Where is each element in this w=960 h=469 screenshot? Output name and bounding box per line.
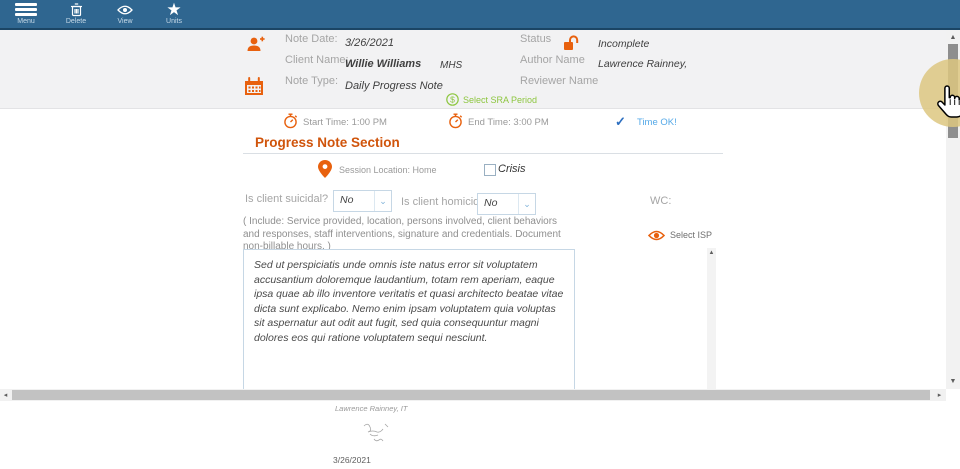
hand-cursor-icon [936,84,960,131]
scroll-right-icon[interactable]: ▸ [937,392,942,399]
signature-date: 3/26/2021 [333,455,371,465]
suicidal-select[interactable]: No ⌄ [333,190,392,212]
scroll-left-icon[interactable]: ◂ [3,392,8,399]
location-pin-icon[interactable] [318,160,332,183]
add-person-icon[interactable] [246,36,265,58]
select-sra-period-link[interactable]: Select SRA Period [463,95,538,105]
delete-label: Delete [65,18,87,25]
view-button[interactable]: View [101,2,149,28]
unlock-icon [562,34,580,57]
wc-label: WC: [650,195,672,207]
horizontal-scrollbar-thumb[interactable] [12,390,930,400]
note-instructions: ( Include: Service provided, location, p… [243,216,561,252]
chevron-down-icon: ⌄ [518,194,535,214]
author-name-label: Author Name [520,54,585,66]
scroll-down-icon[interactable]: ▼ [949,378,957,385]
menu-button[interactable]: Menu [2,2,50,28]
note-header-panel [0,30,946,109]
note-date-value[interactable]: 3/26/2021 [345,37,394,49]
section-heading-rule: Progress Note Section [243,134,723,154]
star-icon: ★ [166,0,182,19]
time-ok-label: Time OK! [637,117,677,128]
menu-label: Menu [17,18,35,25]
suicidal-value: No [340,194,354,206]
signature-name: Lawrence Rainney, IT [335,404,408,413]
isp-eye-icon[interactable] [647,228,666,246]
status-label: Status [520,33,552,45]
svg-text:$: $ [450,94,455,104]
calendar-icon[interactable] [244,76,264,101]
eye-icon [117,2,133,17]
reviewer-name-label: Reviewer Name [520,75,599,87]
time-ok-check-icon: ✓ [615,114,626,129]
note-type-label: Note Type: [285,75,338,87]
view-label: View [117,18,133,25]
trash-icon [70,2,83,17]
client-name-value[interactable]: Willie Williams [345,58,422,70]
note-date-label: Note Date: [285,33,338,45]
end-time-value[interactable]: End Time: 3:00 PM [468,117,549,128]
delete-button[interactable]: Delete [52,2,100,28]
select-isp-link[interactable]: Select ISP [670,230,713,240]
toolbar: Menu Delete View ★ Units [0,0,960,30]
units-label: Units [166,18,182,25]
client-name-label: Client Name: [285,54,349,66]
homicidal-label: Is client homicidal? [401,196,494,208]
scroll-up-icon[interactable]: ▲ [949,34,957,41]
suicidal-label: Is client suicidal? [245,193,329,205]
homicidal-value: No [484,197,498,209]
scroll-up-icon[interactable]: ▲ [708,250,715,256]
section-title: Progress Note Section [255,135,400,150]
crisis-label: Crisis [498,163,526,175]
note-pane-scrollbar[interactable]: ▲ [707,248,716,390]
signature-scribble [360,420,400,455]
start-time-value[interactable]: Start Time: 1:00 PM [303,117,387,128]
units-button[interactable]: ★ Units [150,0,198,28]
homicidal-select[interactable]: No ⌄ [477,193,536,215]
crisis-checkbox[interactable] [484,164,496,176]
note-type-value[interactable]: Daily Progress Note [345,80,443,92]
sra-dollar-icon[interactable]: $ [446,93,459,111]
session-location-value[interactable]: Session Location: Home [339,165,437,175]
start-time-stopwatch-icon [283,113,298,134]
chevron-down-icon: ⌄ [374,191,391,211]
progress-note-textarea[interactable]: Sed ut perspiciatis unde omnis iste natu… [243,249,575,391]
client-credential: MHS [440,60,463,71]
menu-icon [15,2,37,17]
end-time-stopwatch-icon [448,113,463,134]
horizontal-scrollbar[interactable]: ◂ ▸ [0,389,946,401]
status-value: Incomplete [598,38,650,50]
author-name-value: Lawrence Rainney, [598,58,688,70]
